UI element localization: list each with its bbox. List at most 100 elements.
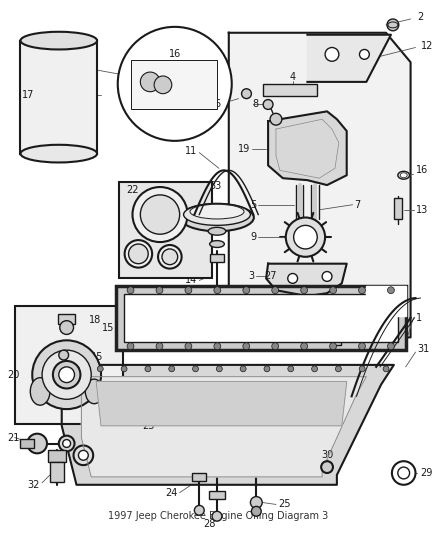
Text: 25: 25	[278, 499, 290, 510]
Circle shape	[311, 366, 318, 372]
Ellipse shape	[208, 227, 226, 235]
Ellipse shape	[184, 204, 251, 225]
Bar	[209, 491, 225, 498]
Circle shape	[42, 350, 91, 399]
Text: 28: 28	[203, 519, 215, 529]
Circle shape	[140, 72, 160, 92]
Circle shape	[156, 287, 163, 294]
Text: 29: 29	[420, 468, 433, 478]
Circle shape	[27, 434, 47, 454]
Bar	[131, 60, 217, 109]
Polygon shape	[268, 111, 347, 185]
Circle shape	[32, 341, 101, 409]
Circle shape	[127, 287, 134, 294]
Bar	[14, 306, 123, 424]
Bar	[333, 335, 341, 345]
Circle shape	[243, 287, 250, 294]
Text: 31: 31	[417, 344, 430, 354]
Circle shape	[360, 50, 369, 59]
Bar	[58, 314, 75, 324]
Text: 30: 30	[321, 450, 333, 461]
Bar	[210, 254, 224, 262]
Circle shape	[288, 366, 294, 372]
Circle shape	[321, 461, 333, 473]
Ellipse shape	[30, 378, 50, 405]
Circle shape	[145, 366, 151, 372]
Text: 27: 27	[264, 271, 276, 281]
Text: 24: 24	[165, 488, 178, 498]
Circle shape	[330, 287, 336, 294]
Circle shape	[59, 435, 74, 451]
Ellipse shape	[21, 32, 97, 50]
Circle shape	[272, 287, 279, 294]
Circle shape	[156, 343, 163, 350]
Text: 10: 10	[355, 318, 367, 328]
Circle shape	[214, 287, 221, 294]
Ellipse shape	[85, 379, 103, 403]
Text: 3: 3	[248, 271, 254, 281]
Circle shape	[251, 506, 261, 516]
Circle shape	[169, 366, 175, 372]
Bar	[119, 182, 212, 278]
Circle shape	[74, 446, 93, 465]
Bar	[50, 462, 64, 482]
Circle shape	[185, 343, 192, 350]
Circle shape	[398, 467, 410, 479]
Circle shape	[301, 287, 307, 294]
Circle shape	[272, 343, 279, 350]
Text: 18: 18	[89, 314, 102, 325]
Bar	[394, 198, 402, 220]
Circle shape	[392, 461, 416, 485]
Text: 20: 20	[8, 370, 20, 379]
Circle shape	[154, 76, 172, 94]
Text: 22: 22	[99, 453, 112, 462]
Circle shape	[359, 343, 365, 350]
Text: 15: 15	[177, 226, 190, 236]
Circle shape	[194, 505, 204, 515]
Circle shape	[125, 240, 152, 268]
Circle shape	[242, 89, 251, 99]
Circle shape	[127, 343, 134, 350]
Circle shape	[53, 361, 81, 389]
Circle shape	[325, 47, 339, 61]
Bar	[21, 439, 34, 448]
Circle shape	[140, 195, 180, 234]
Text: 9: 9	[250, 232, 256, 242]
Text: 1997 Jeep Cherokee Engine Oiling Diagram 3: 1997 Jeep Cherokee Engine Oiling Diagram…	[108, 511, 328, 521]
Circle shape	[212, 511, 222, 521]
Text: 1: 1	[416, 313, 422, 322]
Circle shape	[158, 245, 182, 269]
Circle shape	[214, 343, 221, 350]
Text: 19: 19	[238, 144, 251, 154]
Ellipse shape	[210, 240, 224, 247]
Circle shape	[74, 366, 79, 372]
Text: 15: 15	[102, 322, 115, 333]
Circle shape	[97, 366, 103, 372]
Text: 8: 8	[252, 99, 258, 109]
Polygon shape	[62, 365, 394, 485]
Circle shape	[129, 244, 148, 264]
Bar	[263, 84, 317, 95]
Text: 33: 33	[209, 181, 221, 191]
Circle shape	[264, 366, 270, 372]
Bar	[21, 41, 97, 154]
Circle shape	[118, 27, 232, 141]
Circle shape	[293, 225, 317, 249]
Circle shape	[359, 287, 365, 294]
Text: 2: 2	[417, 12, 424, 22]
Text: 22: 22	[126, 185, 139, 195]
Bar	[124, 294, 398, 342]
Bar	[116, 286, 406, 350]
Text: 16: 16	[177, 240, 190, 250]
Circle shape	[263, 100, 273, 109]
Text: 16: 16	[416, 165, 428, 175]
Bar	[318, 321, 326, 332]
Circle shape	[63, 440, 71, 447]
Circle shape	[251, 497, 262, 508]
Circle shape	[193, 366, 198, 372]
Circle shape	[132, 187, 187, 242]
Text: 14: 14	[185, 276, 198, 285]
Circle shape	[388, 287, 394, 294]
Text: 32: 32	[28, 480, 40, 490]
Bar	[304, 308, 311, 318]
